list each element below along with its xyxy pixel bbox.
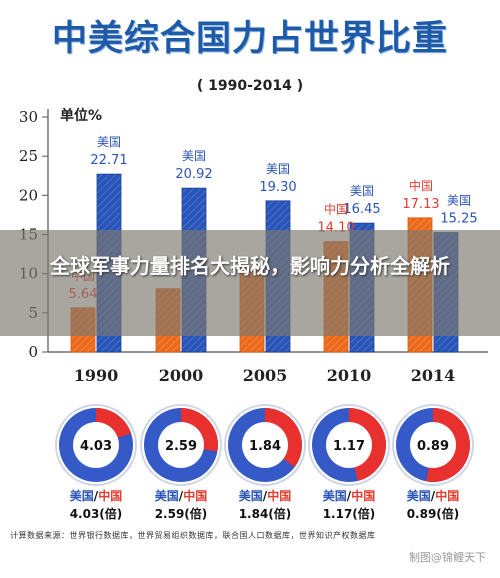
ratio-value: 4.03 xyxy=(80,439,112,454)
chart-title: 中美综合国力占世界比重 xyxy=(51,19,448,59)
x-tick-label: 2005 xyxy=(243,366,288,385)
x-tick-label: 2014 xyxy=(411,366,456,385)
ratio-ring-center xyxy=(326,422,372,468)
ratio-caption-us: 美国 xyxy=(69,489,94,503)
bar-value-label-us: 16.45 xyxy=(343,202,380,217)
watermark: 制图@锦鲤天下 xyxy=(409,551,486,564)
ratio-caption: 美国/中国 xyxy=(304,487,394,504)
x-tick-label: 2000 xyxy=(159,366,204,385)
y-tick-label: 20 xyxy=(19,186,38,204)
ratio-caption-separator: / xyxy=(262,489,268,503)
ratio-value: 2.59 xyxy=(165,439,197,454)
bar-series-label-us: 美国 xyxy=(447,194,471,208)
bar-series-label-us: 美国 xyxy=(182,149,206,163)
y-tick-label: 25 xyxy=(19,147,38,165)
chart-subtitle: ( 1990-2014 ) xyxy=(196,78,304,94)
bar-series-label-us: 美国 xyxy=(350,184,374,198)
ratio-caption-china: 中国 xyxy=(183,489,208,503)
y-tick-label: 30 xyxy=(19,108,38,126)
ratio-caption-separator: / xyxy=(93,489,99,503)
ratio-caption-value: 1.84(倍) xyxy=(238,507,292,521)
x-tick-label: 1990 xyxy=(74,366,119,385)
ratio-caption: 美国/中国 xyxy=(220,487,310,504)
bar-value-label-us: 22.71 xyxy=(90,153,127,168)
x-tick-label: 2010 xyxy=(327,366,372,385)
overlay-banner xyxy=(0,230,500,336)
ratio-ring-center xyxy=(73,422,119,468)
ratio-value: 0.89 xyxy=(417,439,449,454)
ratio-caption-us: 美国 xyxy=(154,489,179,503)
ratio-caption-china: 中国 xyxy=(267,489,292,503)
data-source-note: 计算数据来源：世界银行数据库，世界贸易组织数据库，联合国人口数据库，世界知识产权… xyxy=(10,531,376,540)
ratio-caption-separator: / xyxy=(346,489,352,503)
ratio-value: 1.17 xyxy=(333,439,365,454)
y-axis-label: 单位% xyxy=(60,107,102,124)
ratio-ring-center xyxy=(242,422,288,468)
y-tick-label: 0 xyxy=(28,343,38,361)
ratio-caption: 美国/中国 xyxy=(388,487,478,504)
ratio-caption: 美国/中国 xyxy=(51,487,141,504)
bar-value-label-us: 20.92 xyxy=(175,167,212,182)
ratio-ring-center xyxy=(158,422,204,468)
ratio-caption-value: 1.17(倍) xyxy=(322,507,376,521)
ratio-caption-us: 美国 xyxy=(238,489,263,503)
bar-series-label-us: 美国 xyxy=(97,135,121,149)
ratio-caption-us: 美国 xyxy=(322,489,347,503)
ratio-caption-separator: / xyxy=(178,489,184,503)
ratio-caption-value: 2.59(倍) xyxy=(154,507,208,521)
ratio-value: 1.84 xyxy=(249,439,281,454)
ratio-caption-separator: / xyxy=(430,489,436,503)
bar-value-label-us: 15.25 xyxy=(440,212,477,227)
ratio-caption: 美国/中国 xyxy=(136,487,226,504)
ratio-ring-center xyxy=(410,422,456,468)
ratio-caption-value: 0.89(倍) xyxy=(406,507,460,521)
ratio-caption-value: 4.03(倍) xyxy=(69,507,123,521)
bar-series-label-us: 美国 xyxy=(266,162,290,176)
bar-series-label-china: 中国 xyxy=(324,202,348,217)
bar-value-label-china: 17.13 xyxy=(402,197,439,212)
banner-headline: 全球军事力量排名大揭秘，影响力分析全解析 xyxy=(50,254,450,278)
ratio-caption-china: 中国 xyxy=(435,489,460,503)
ratio-caption-china: 中国 xyxy=(351,489,376,503)
bar-value-label-us: 19.30 xyxy=(259,180,296,195)
ratio-caption-us: 美国 xyxy=(406,489,431,503)
ratio-caption-china: 中国 xyxy=(98,489,123,503)
bar-series-label-china: 中国 xyxy=(409,178,433,193)
